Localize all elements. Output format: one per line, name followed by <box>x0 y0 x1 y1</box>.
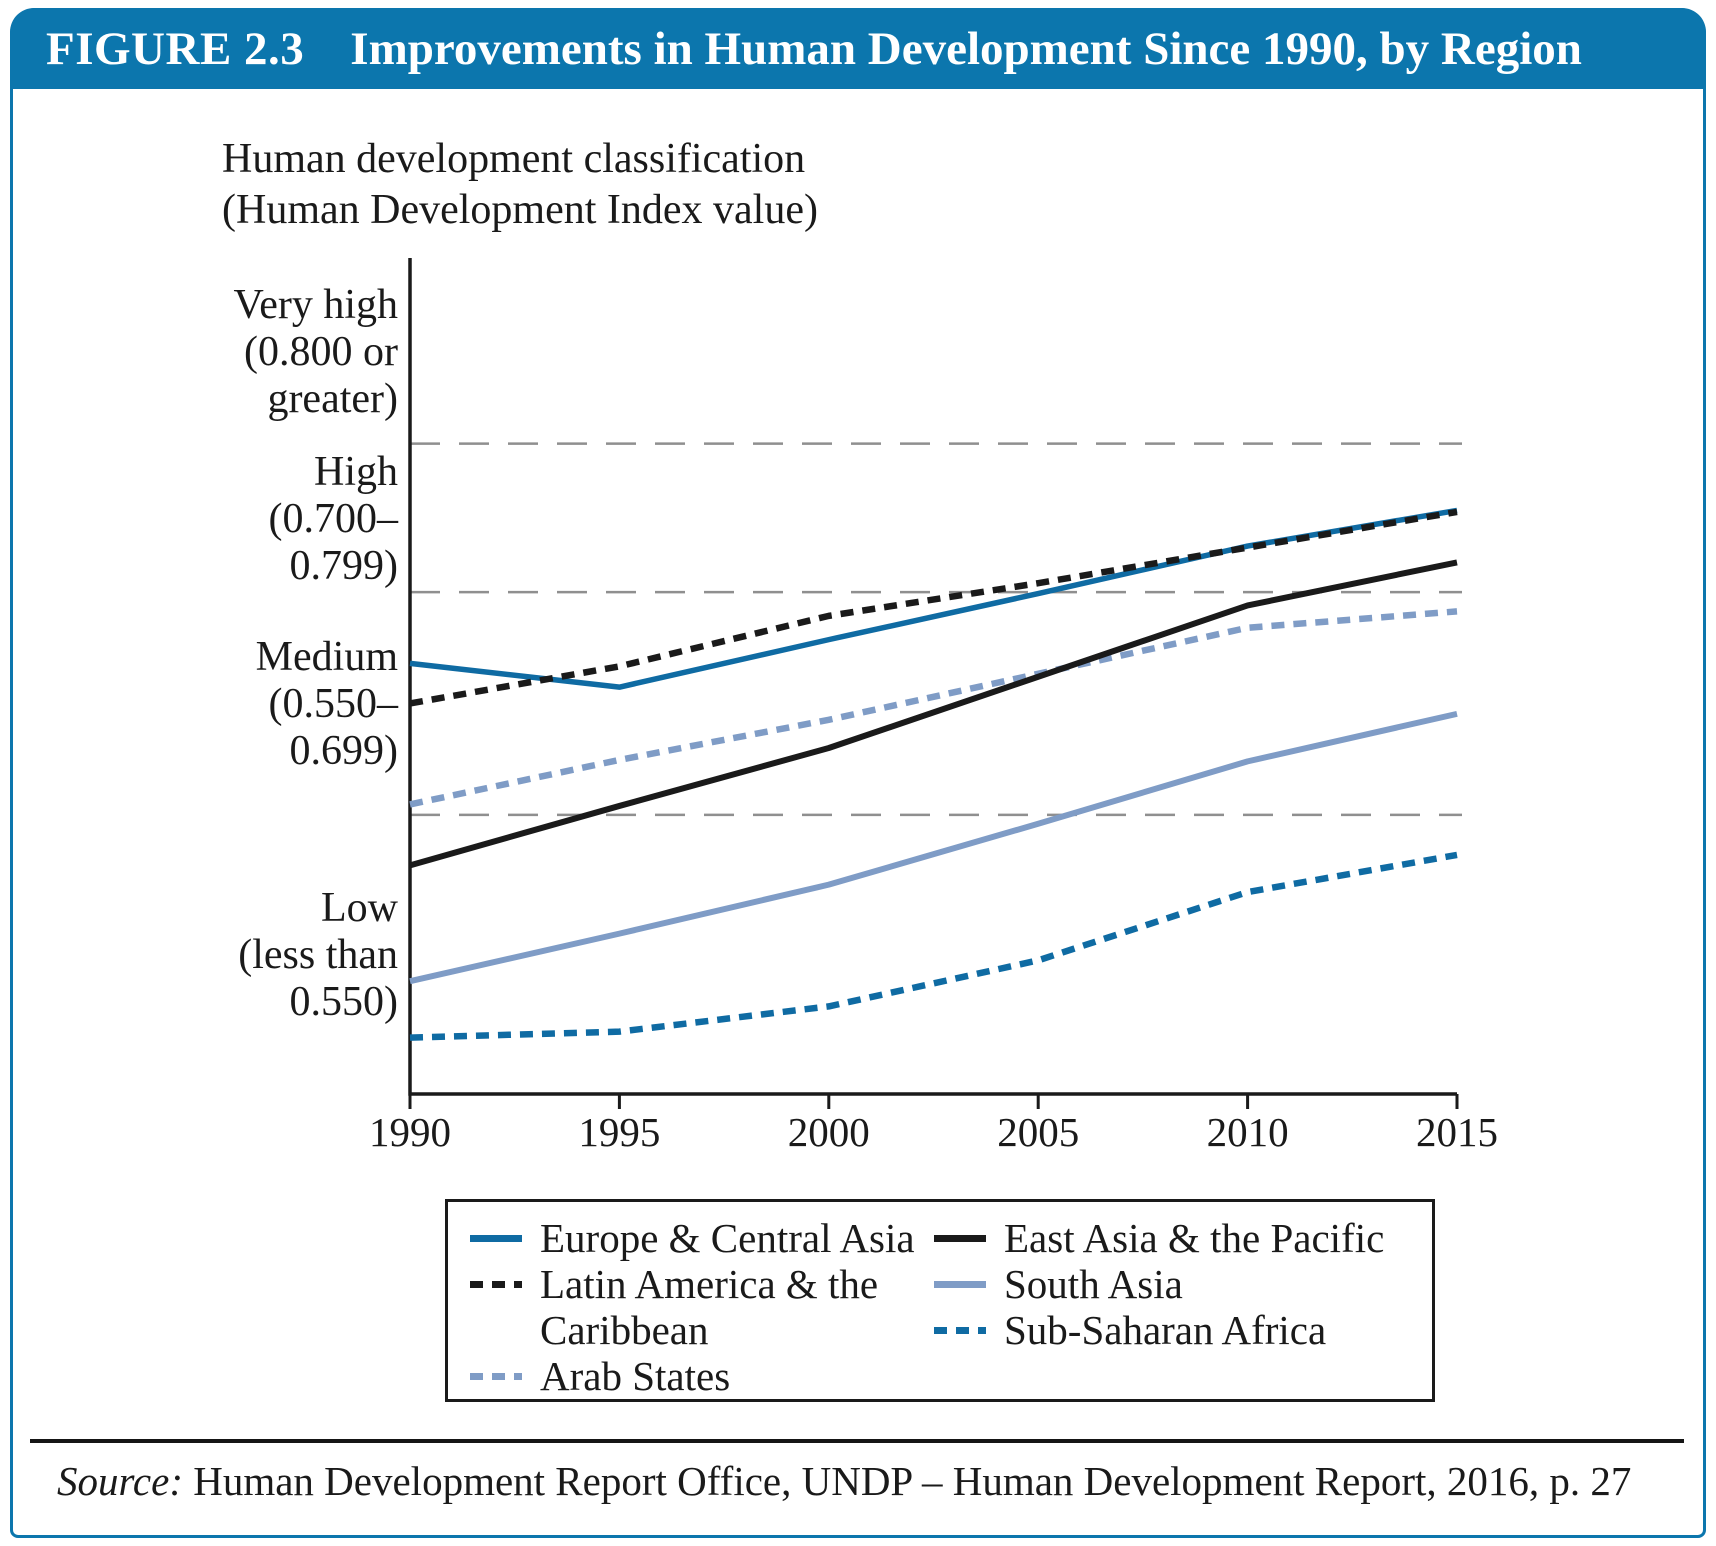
y-band-line: (0.700– <box>268 496 399 542</box>
figure-title-bar: FIGURE 2.3 Improvements in Human Develop… <box>10 8 1706 89</box>
legend-column-2: East Asia & the Pacific South Asia Sub-S… <box>934 1215 1404 1399</box>
y-band-label-high: High (0.700– 0.799) <box>120 449 399 590</box>
y-band-label-very-high: Very high (0.800 or greater) <box>120 282 398 423</box>
legend-label: Europe & Central Asia <box>540 1215 915 1261</box>
y-band-line: Very high <box>233 282 398 328</box>
legend-swatch-cell <box>934 1281 988 1288</box>
y-band-label-medium: Medium (0.550– 0.699) <box>120 634 398 775</box>
legend-item-south-asia: South Asia <box>934 1261 1404 1307</box>
line-swatch-icon <box>470 1235 522 1242</box>
source-line: Source: Human Development Report Office,… <box>57 1457 1631 1505</box>
source-prefix: Source: <box>57 1458 183 1504</box>
legend-label: Sub-Saharan Africa <box>1004 1307 1327 1353</box>
series-line-east-asia-the-pacific <box>409 559 1458 869</box>
line-swatch-icon <box>934 1281 986 1288</box>
y-axis-title: Human development classification (Human … <box>222 134 818 236</box>
legend-item-east-asia-pacific: East Asia & the Pacific <box>934 1215 1404 1261</box>
legend-item-sub-saharan-africa: Sub-Saharan Africa <box>934 1307 1404 1353</box>
legend-label: South Asia <box>1004 1261 1183 1307</box>
y-band-line: Medium <box>255 634 398 680</box>
legend-item-arab-states: Arab States <box>470 1353 934 1399</box>
x-tick-2005: 2005 <box>997 1109 1080 1155</box>
series-line-arab-states <box>409 608 1458 808</box>
x-tick-1990: 1990 <box>369 1109 451 1155</box>
dashed-line-swatch-icon <box>934 1327 986 1334</box>
source-text: Human Development Report Office, UNDP – … <box>182 1458 1632 1504</box>
legend-swatch-cell <box>934 1235 988 1242</box>
source-divider-rule <box>30 1439 1684 1443</box>
y-band-label-low: Low (less than 0.550) <box>120 885 398 1026</box>
legend-label: Arab States <box>540 1353 731 1399</box>
legend-label: East Asia & the Pacific <box>1004 1215 1385 1261</box>
y-band-line: (0.800 or <box>244 329 398 375</box>
legend-swatch-cell <box>470 1373 524 1380</box>
series-line-sub-saharan-africa <box>409 851 1458 1041</box>
y-band-line: 0.799) <box>289 543 399 589</box>
legend-box: Europe & Central Asia Latin America & th… <box>445 1199 1435 1402</box>
legend-item-latin-america-caribbean: Latin America & the Caribbean <box>470 1261 934 1353</box>
y-band-line: 0.550) <box>289 979 399 1025</box>
x-tick-1995: 1995 <box>578 1109 661 1155</box>
x-tick-2015: 2015 <box>1416 1109 1498 1155</box>
y-axis-title-line-1: Human development classification <box>222 136 806 182</box>
figure-number-label: FIGURE 2.3 <box>46 22 305 75</box>
legend-swatch-cell <box>470 1281 524 1288</box>
line-swatch-icon <box>934 1235 986 1242</box>
legend-swatch-cell <box>470 1235 524 1242</box>
y-band-line: (less than <box>238 932 398 978</box>
series-line-latin-america-the-caribbean <box>409 508 1458 707</box>
y-band-line: Low <box>321 885 398 931</box>
dashed-line-swatch-icon <box>470 1373 522 1380</box>
legend-item-europe-central-asia: Europe & Central Asia <box>470 1215 934 1261</box>
y-band-line: 0.699) <box>289 728 399 774</box>
legend-label: Latin America & the Caribbean <box>540 1261 879 1353</box>
figure-title: Improvements in Human Development Since … <box>350 22 1582 75</box>
y-band-line: greater) <box>267 376 398 422</box>
y-band-line: (0.550– <box>268 681 399 727</box>
dashed-line-swatch-icon <box>470 1281 522 1288</box>
x-tick-2000: 2000 <box>787 1109 870 1155</box>
series-line-south-asia <box>409 710 1458 985</box>
legend-column-1: Europe & Central Asia Latin America & th… <box>470 1215 934 1399</box>
legend-swatch-cell <box>934 1327 988 1334</box>
y-band-line: High <box>314 449 398 495</box>
y-axis-title-line-2: (Human Development Index value) <box>222 187 818 233</box>
x-tick-2010: 2010 <box>1206 1109 1289 1155</box>
